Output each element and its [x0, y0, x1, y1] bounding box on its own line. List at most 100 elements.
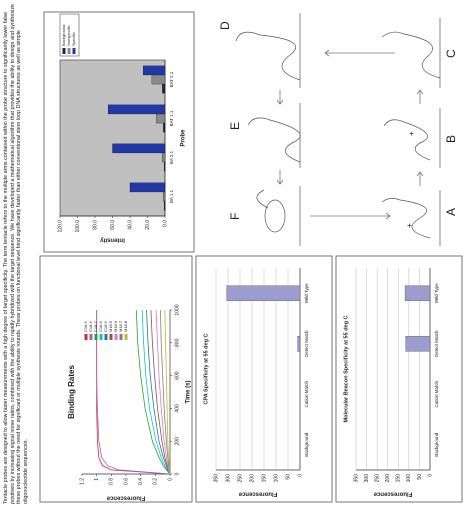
x-tick-label: 800	[174, 338, 180, 347]
bar	[406, 336, 430, 351]
panel-label: B	[444, 135, 458, 143]
arrow	[310, 213, 390, 219]
arrow	[417, 172, 423, 186]
legend-swatch	[63, 48, 66, 54]
plot-background	[60, 60, 165, 216]
x-tick-label: BAT 1.1	[169, 110, 174, 126]
y-tick-label: 200	[249, 474, 255, 483]
legend-swatch	[68, 48, 71, 54]
plus-sign: +	[405, 223, 414, 228]
page: Tentacle probes are designed to allow fa…	[0, 0, 466, 508]
y-tick-label: 120.0	[57, 220, 63, 233]
y-tick-label: 0	[297, 474, 303, 477]
panel-label: C	[444, 49, 458, 58]
legend-label: Specific	[71, 32, 76, 46]
panel-label: F	[228, 213, 242, 220]
y-tick-label: 250	[374, 474, 380, 483]
y-tick-label: 300	[364, 474, 370, 483]
legend-swatch	[90, 334, 93, 340]
legend-swatch	[120, 334, 123, 340]
bar	[405, 286, 430, 301]
x-tick-label: BA 2.1	[169, 150, 174, 164]
x-axis-label: Time (s)	[186, 381, 192, 404]
panel-e: E	[228, 103, 300, 168]
y-axis-label: Intensity	[100, 236, 125, 242]
bar	[156, 114, 165, 123]
chart-title: Molecular Beacon Specificity at 55 deg C	[343, 315, 349, 422]
y-tick-label: 100.0	[75, 220, 81, 233]
x-tick-label: BA 1.1	[169, 189, 174, 203]
panel-d: D	[218, 13, 300, 88]
chart-title: Binding Rates	[67, 365, 76, 419]
y-tick-label: 250	[237, 474, 243, 483]
bar	[113, 144, 166, 153]
x-tick-label: 400	[174, 404, 180, 413]
bar	[164, 201, 165, 210]
x-tick-label: 1000	[174, 304, 180, 315]
arrow	[325, 50, 395, 56]
panel-f: F	[228, 186, 300, 246]
x-tick-label: Cation Match	[434, 380, 439, 407]
figures: A + B + C D E F	[0, 0, 466, 508]
bar	[143, 66, 165, 75]
x-tick-label: Cation Match	[304, 380, 309, 407]
y-tick-label: 0	[427, 474, 433, 477]
chart-title: CPA Specificity at 55 deg C	[203, 334, 209, 405]
x-tick-label: 200	[174, 437, 180, 446]
y-tick-label: 150	[261, 474, 267, 483]
x-axis-label: Probe	[181, 129, 187, 147]
panel-label: A	[444, 208, 458, 216]
legend-swatch	[95, 334, 98, 340]
bar	[163, 123, 165, 132]
y-tick-label: 1	[94, 478, 100, 481]
y-tick-label: 50	[285, 474, 291, 480]
plus-sign: +	[407, 131, 416, 136]
x-tick-label: Background	[304, 432, 309, 457]
y-tick-label: 350	[353, 474, 359, 483]
y-tick-label: 100	[406, 474, 412, 483]
x-tick-label: Detect Match	[434, 330, 439, 357]
bar	[130, 183, 165, 192]
rotated-page: Tentacle probes are designed to allow fa…	[0, 0, 466, 508]
legend-swatch	[105, 334, 108, 340]
panel-a: A +	[382, 190, 458, 246]
bar	[152, 75, 165, 84]
diagram-area	[212, 6, 462, 250]
panel-label: D	[218, 21, 232, 30]
bar	[163, 192, 165, 201]
y-tick-label: 80.0	[92, 220, 98, 230]
y-tick-label: 0.2	[153, 478, 159, 485]
bar	[162, 84, 165, 93]
legend-swatch	[85, 334, 88, 340]
legend-label: M18.8	[123, 320, 128, 332]
x-tick-label: Detect Match	[304, 330, 309, 357]
chart-frame	[336, 256, 462, 502]
y-tick-label: 40.0	[127, 220, 133, 230]
bar	[298, 336, 300, 351]
legend-swatch	[125, 334, 128, 340]
arrow	[417, 90, 423, 104]
legend-swatch	[73, 48, 76, 54]
y-tick-label: 100	[273, 474, 279, 483]
x-tick-label: Background	[434, 432, 439, 457]
bar	[164, 162, 165, 171]
bar	[227, 286, 300, 301]
x-tick-label: Wild Type	[434, 283, 439, 303]
panel-b: B +	[384, 108, 458, 168]
bar	[108, 105, 165, 114]
x-tick-label: BAT 2.1	[169, 71, 174, 87]
legend-swatch	[100, 334, 103, 340]
x-tick-label: 600	[174, 371, 180, 380]
y-tick-label: 0.4	[138, 478, 144, 485]
arrow	[277, 170, 283, 184]
legend-swatch	[110, 334, 113, 340]
y-tick-label: 0.0	[162, 220, 168, 227]
panel-label: E	[228, 122, 242, 130]
y-tick-label: 0	[167, 478, 173, 481]
y-tick-label: 300	[225, 474, 231, 483]
y-tick-label: 60.0	[110, 220, 116, 230]
x-tick-label: Wild Type	[304, 283, 309, 303]
y-axis-label: Fluorescence	[238, 490, 277, 496]
y-tick-label: 20.0	[145, 220, 151, 230]
y-axis-label: Fluorescence	[373, 490, 412, 496]
